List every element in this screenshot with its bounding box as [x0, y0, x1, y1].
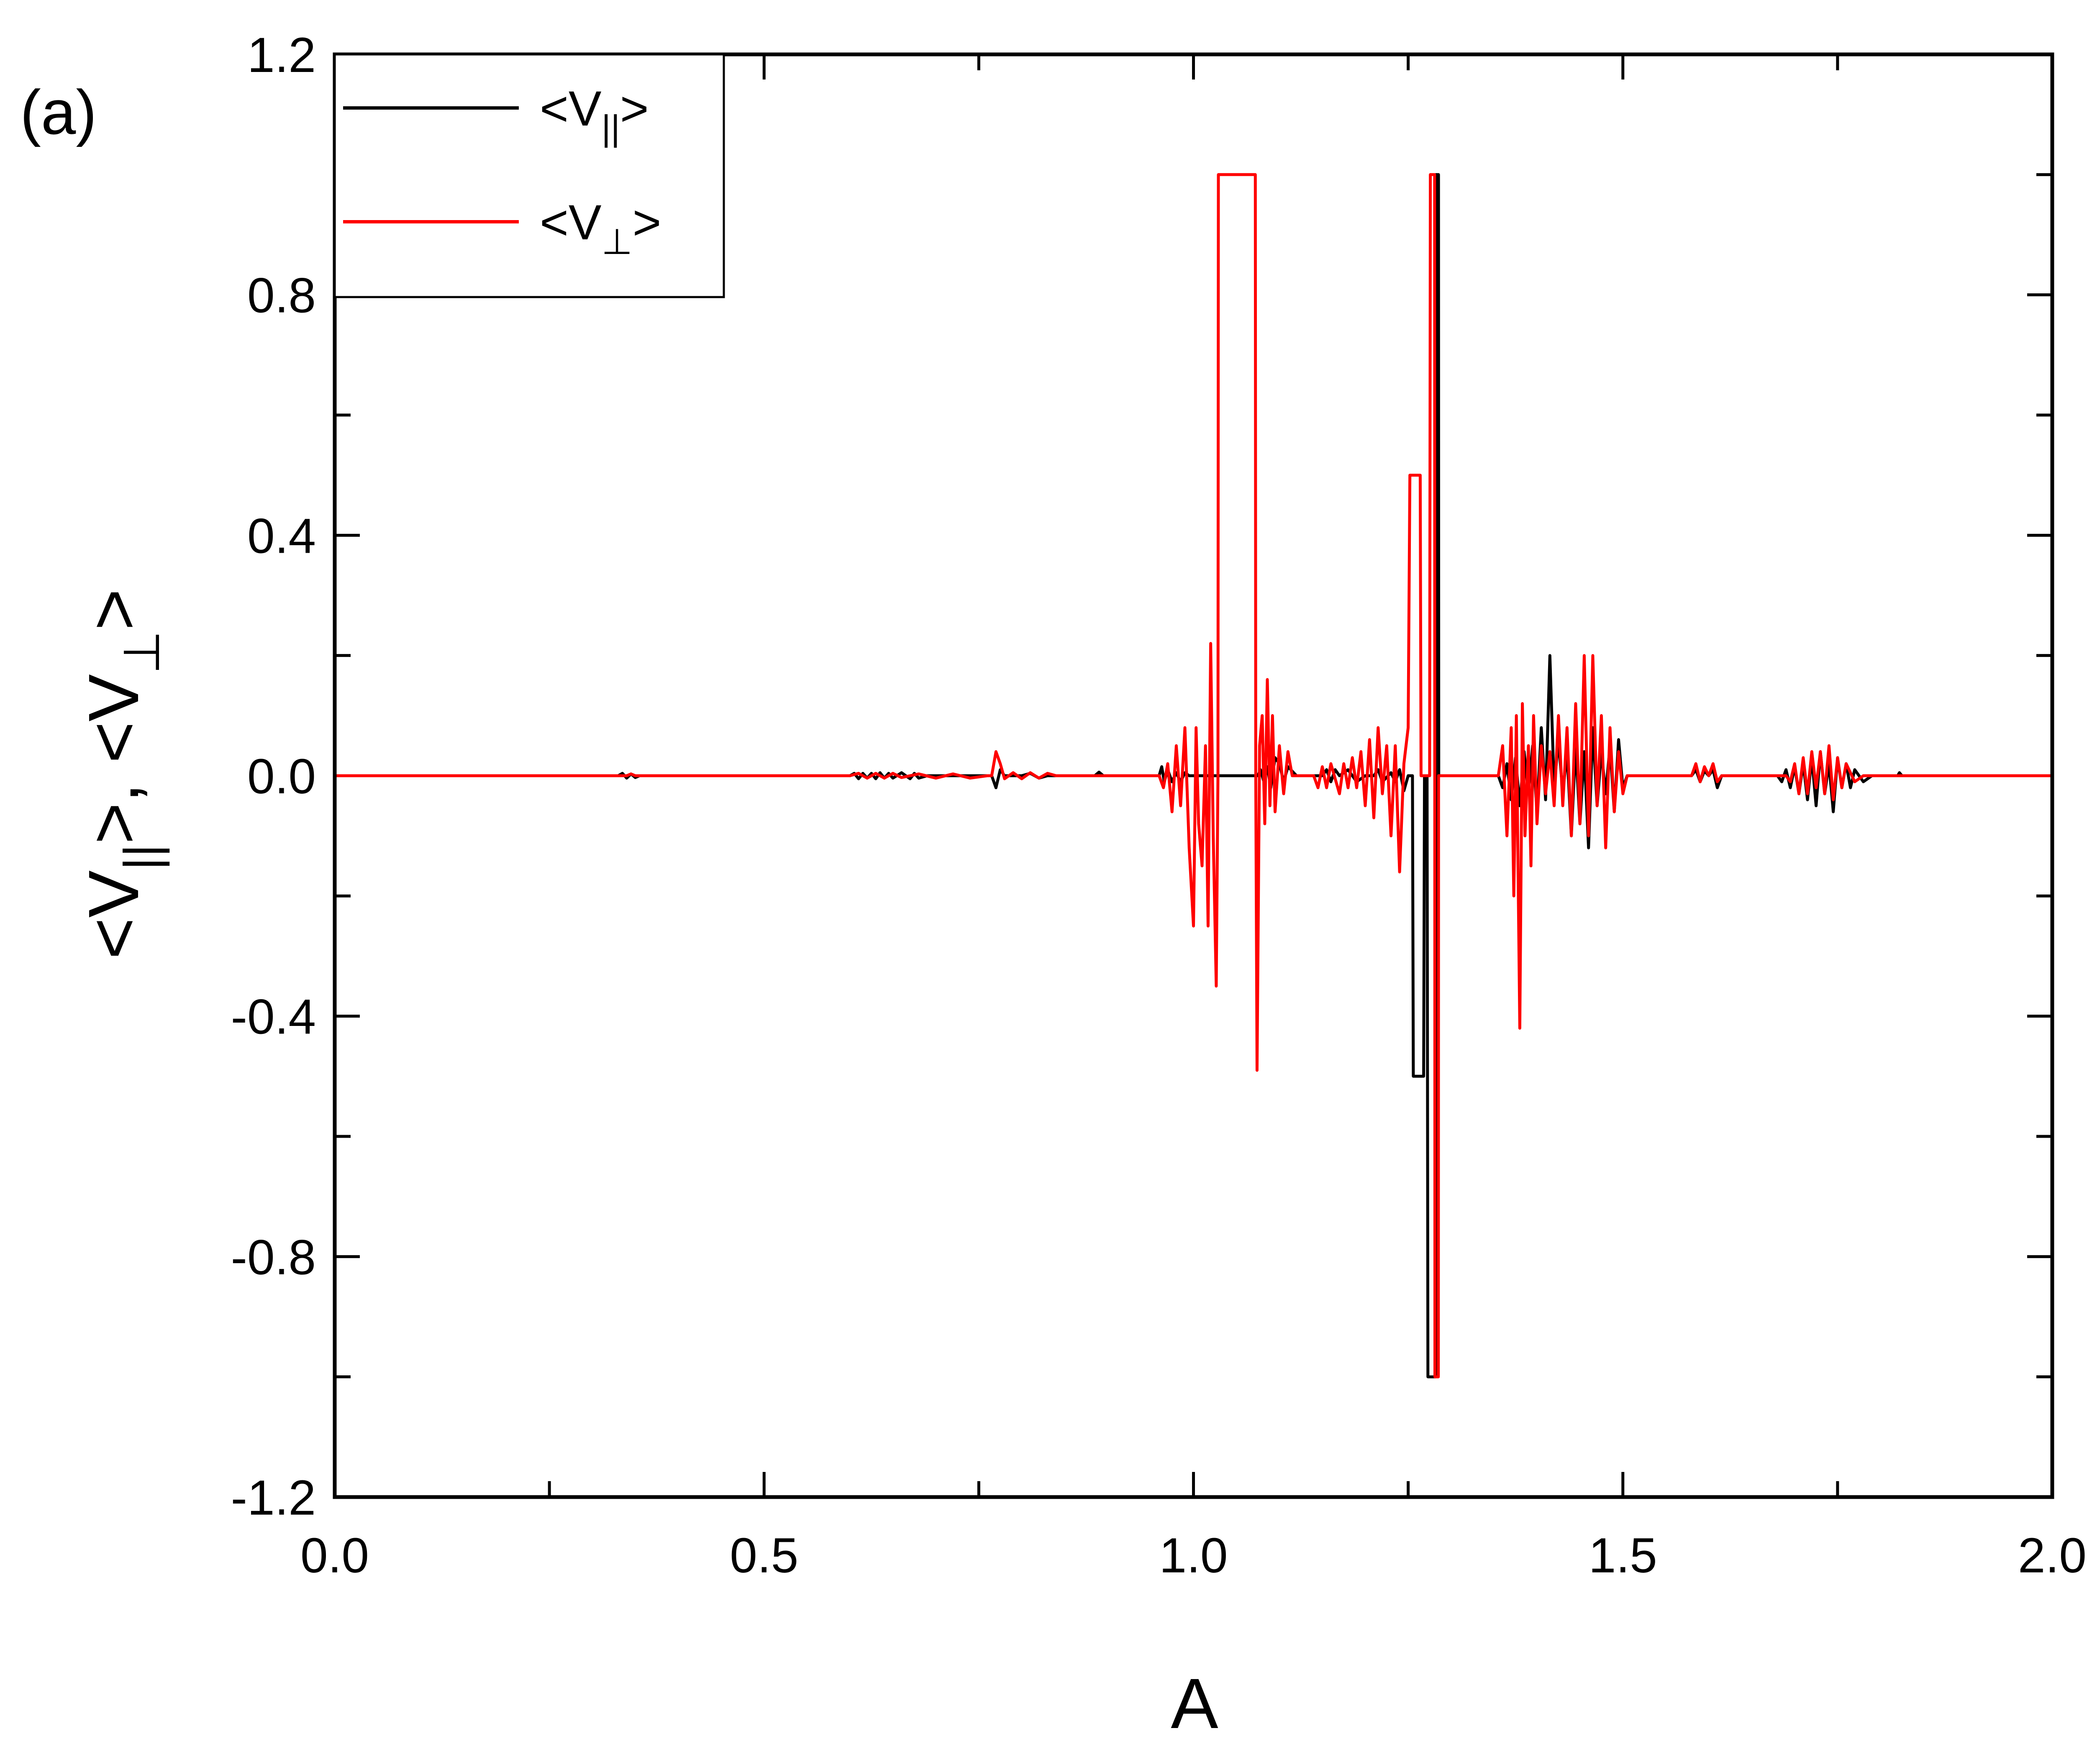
- x-tick-label: 0.5: [730, 1528, 798, 1583]
- y-tick-label: 0.0: [247, 749, 316, 804]
- series-group: [335, 173, 2052, 1379]
- y-tick-label: 0.4: [247, 508, 316, 564]
- y-tick-label: 1.2: [247, 28, 316, 83]
- legend-parallel-sub: ||: [602, 108, 620, 148]
- y-tick-label: -1.2: [231, 1470, 316, 1526]
- y-title-open: <V: [74, 870, 154, 959]
- y-title-sub-perp: ⊥: [114, 631, 170, 674]
- panel-label: (a): [20, 77, 97, 147]
- y-axis-title: <V||>, <V⊥>: [74, 589, 170, 959]
- y-title-close: >: [74, 589, 154, 630]
- x-tick-label: 0.0: [300, 1528, 369, 1583]
- y-title-mid: >, <V: [74, 674, 154, 844]
- legend-box: [333, 53, 725, 298]
- y-tick-label: -0.8: [231, 1230, 316, 1285]
- legend-perp-sub: ⊥: [602, 222, 633, 262]
- plot-frame: [333, 52, 2054, 1499]
- legend-label-parallel: <V||>: [540, 81, 649, 148]
- y-tick-label: 0.8: [247, 268, 316, 323]
- x-axis-title: A: [1171, 1664, 1218, 1743]
- x-tick-label: 1.5: [1589, 1528, 1657, 1583]
- legend-perp-close: >: [633, 195, 661, 250]
- y-tick-label: -0.4: [231, 990, 316, 1045]
- x-tick-label: 2.0: [2018, 1528, 2087, 1583]
- x-axis-tick-labels: 0.0 0.5 1.0 1.5 2.0: [300, 1528, 2087, 1583]
- legend-parallel-close: >: [620, 81, 649, 136]
- series-line-perpendicular: [335, 173, 2052, 1379]
- x-tick-label: 1.0: [1159, 1528, 1228, 1583]
- legend-perp-open: <V: [540, 195, 602, 250]
- y-axis-tick-labels: -1.2 -0.8 -0.4 0.0 0.4 0.8 1.2: [231, 28, 316, 1526]
- legend-parallel-open: <V: [540, 81, 602, 136]
- legend: <V||> <V⊥>: [333, 53, 725, 298]
- y-title-sub-par: ||: [114, 844, 170, 870]
- legend-label-perpendicular: <V⊥>: [540, 195, 661, 262]
